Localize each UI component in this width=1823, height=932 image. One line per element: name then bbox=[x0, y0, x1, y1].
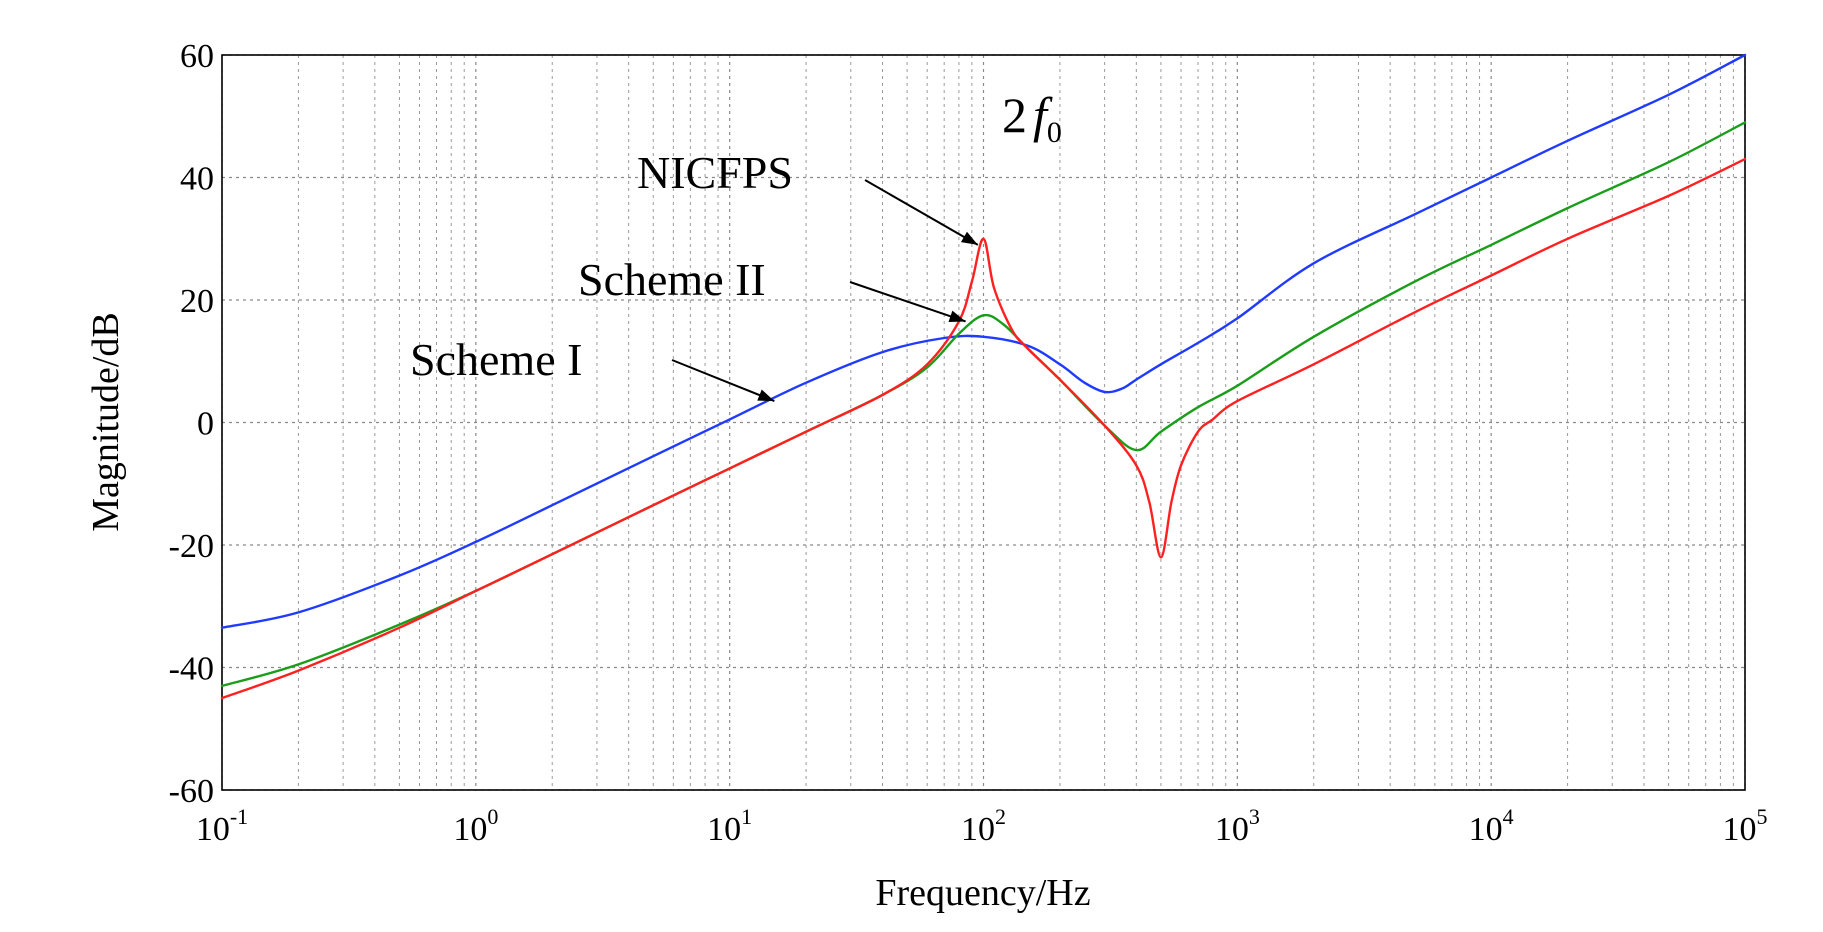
x-tick-label: 105 bbox=[1723, 804, 1768, 848]
y-tick-label: -40 bbox=[169, 651, 214, 688]
x-tick-base: 10 bbox=[961, 811, 995, 848]
y-tick-label: 60 bbox=[180, 38, 214, 75]
annotation-2f0-coefficient: 2 bbox=[1002, 87, 1027, 143]
annotation-2f0-subscript: 0 bbox=[1047, 116, 1062, 149]
y-tick-label: -20 bbox=[169, 528, 214, 565]
x-tick-label: 101 bbox=[707, 804, 752, 848]
y-tick-labels: 60 40 20 0 -20 -40 -60 bbox=[169, 38, 214, 810]
svg-text:2f0: 2 f0 bbox=[1002, 87, 1062, 149]
x-tick-base: 10 bbox=[707, 811, 741, 848]
annotation-2f0: 2 f0 bbox=[1002, 87, 1062, 149]
plot-frame bbox=[221, 54, 1746, 791]
y-tick-label: 40 bbox=[180, 161, 214, 198]
svg-text:105: 105 bbox=[1723, 804, 1768, 848]
series-line-nicfps bbox=[220, 157, 1747, 700]
annotation-nicfps: NICFPS bbox=[637, 147, 793, 198]
x-tick-base: 10 bbox=[196, 811, 230, 848]
x-tick-label: 10-1 bbox=[196, 804, 248, 848]
x-tick-labels: 10-1 100 101 102 103 104 105 bbox=[196, 804, 1768, 848]
arrow-scheme2 bbox=[849, 281, 966, 323]
svg-text:104: 104 bbox=[1469, 804, 1514, 848]
series-layer bbox=[220, 53, 1747, 700]
x-tick-exponent: 1 bbox=[741, 804, 752, 829]
x-tick-exponent: 3 bbox=[1249, 804, 1260, 829]
y-axis-label: Magnitude/dB bbox=[85, 312, 127, 532]
y-tick-label: 20 bbox=[180, 283, 214, 320]
x-tick-exponent: 2 bbox=[995, 804, 1006, 829]
annotation-scheme-ii: Scheme II bbox=[578, 254, 766, 305]
y-tick-label: -60 bbox=[169, 773, 214, 810]
x-axis-label: Frequency/Hz bbox=[875, 872, 1090, 914]
svg-text:101: 101 bbox=[707, 804, 752, 848]
x-tick-label: 102 bbox=[961, 804, 1006, 848]
annotation-scheme-i: Scheme I bbox=[410, 334, 582, 385]
svg-text:10-1: 10-1 bbox=[196, 804, 248, 848]
x-tick-exponent: 4 bbox=[1503, 804, 1514, 829]
x-tick-exponent: 0 bbox=[487, 804, 498, 829]
arrow-nicfps bbox=[864, 179, 979, 246]
x-tick-base: 10 bbox=[1469, 811, 1503, 848]
series-line-scheme-i bbox=[220, 53, 1747, 629]
x-tick-base: 10 bbox=[1215, 811, 1249, 848]
x-tick-exponent: 5 bbox=[1757, 804, 1768, 829]
svg-text:100: 100 bbox=[453, 804, 498, 848]
x-tick-base: 10 bbox=[1723, 811, 1757, 848]
x-tick-label: 103 bbox=[1215, 804, 1260, 848]
x-tick-exponent: -1 bbox=[230, 804, 248, 829]
svg-text:103: 103 bbox=[1215, 804, 1260, 848]
annotation-arrows bbox=[671, 179, 979, 402]
x-tick-label: 104 bbox=[1469, 804, 1514, 848]
x-tick-label: 100 bbox=[453, 804, 498, 848]
arrow-scheme1 bbox=[671, 359, 775, 402]
svg-text:102: 102 bbox=[961, 804, 1006, 848]
y-tick-label: 0 bbox=[197, 406, 214, 443]
x-tick-base: 10 bbox=[453, 811, 487, 848]
